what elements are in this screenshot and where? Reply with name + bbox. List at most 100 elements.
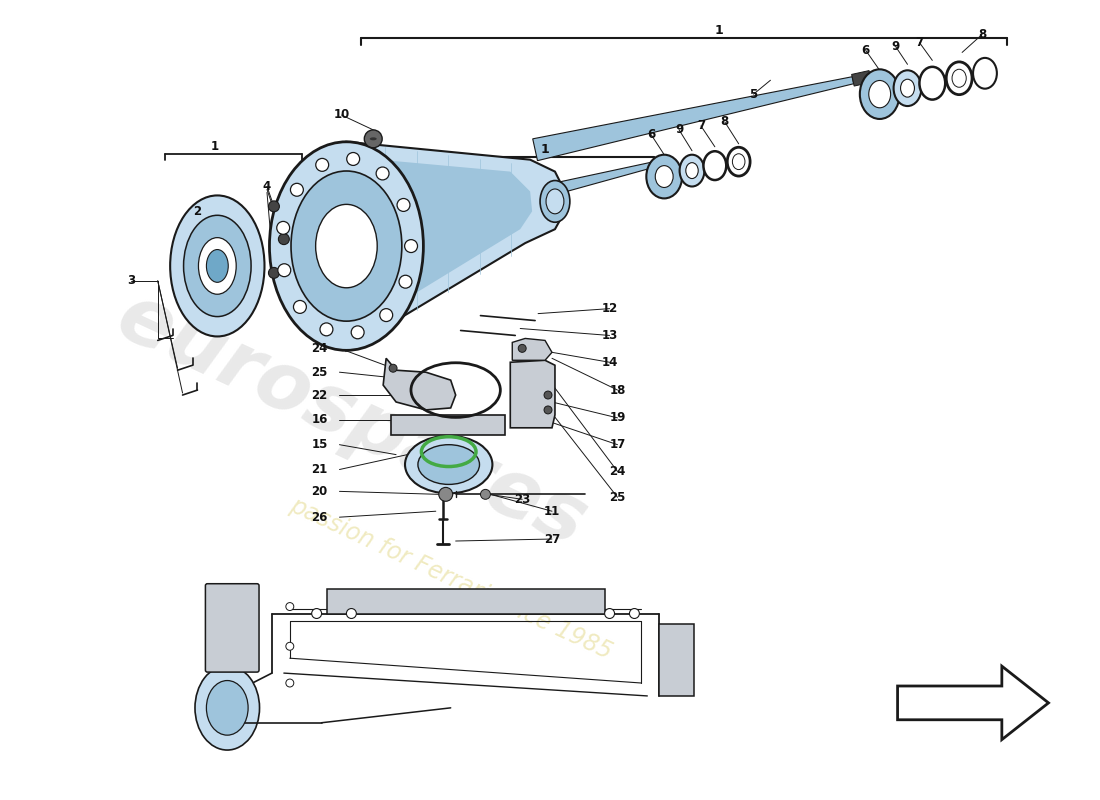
Polygon shape — [898, 666, 1048, 740]
Circle shape — [311, 609, 321, 618]
Text: 10: 10 — [333, 109, 350, 122]
Circle shape — [397, 198, 410, 211]
Polygon shape — [494, 161, 658, 210]
Circle shape — [286, 602, 294, 610]
Text: 24: 24 — [609, 465, 626, 478]
Ellipse shape — [195, 666, 260, 750]
Text: 1: 1 — [210, 140, 219, 154]
Text: 24: 24 — [311, 342, 328, 355]
Text: 27: 27 — [543, 533, 560, 546]
Ellipse shape — [860, 70, 900, 119]
Text: 11: 11 — [543, 505, 560, 518]
Circle shape — [290, 183, 304, 196]
Text: 14: 14 — [602, 356, 618, 369]
Ellipse shape — [170, 195, 264, 337]
Circle shape — [346, 609, 356, 618]
Circle shape — [286, 679, 294, 687]
Text: 26: 26 — [311, 510, 328, 524]
Text: 4: 4 — [263, 180, 271, 193]
Ellipse shape — [418, 445, 480, 485]
Polygon shape — [346, 157, 532, 335]
Circle shape — [268, 201, 279, 212]
Circle shape — [277, 222, 289, 234]
Text: 8: 8 — [720, 115, 729, 129]
Circle shape — [399, 275, 411, 288]
Text: 19: 19 — [609, 411, 626, 424]
Circle shape — [268, 267, 279, 278]
Ellipse shape — [647, 154, 682, 198]
Circle shape — [389, 364, 397, 372]
Text: 9: 9 — [891, 40, 900, 53]
Text: 12: 12 — [602, 302, 618, 315]
Circle shape — [405, 240, 418, 253]
Ellipse shape — [680, 154, 704, 186]
Ellipse shape — [540, 181, 570, 222]
Circle shape — [364, 130, 382, 148]
Circle shape — [518, 344, 526, 352]
Circle shape — [605, 609, 615, 618]
Text: 7: 7 — [697, 119, 705, 133]
Circle shape — [320, 323, 333, 336]
Text: eurospares: eurospares — [104, 277, 598, 562]
Polygon shape — [851, 70, 871, 86]
Text: 2: 2 — [194, 205, 201, 218]
Text: 16: 16 — [311, 414, 328, 426]
Polygon shape — [392, 415, 505, 434]
FancyBboxPatch shape — [659, 625, 694, 696]
Ellipse shape — [703, 151, 726, 180]
Ellipse shape — [869, 81, 891, 108]
Ellipse shape — [685, 162, 698, 178]
Polygon shape — [532, 77, 854, 161]
Text: 6: 6 — [861, 44, 870, 57]
Circle shape — [544, 406, 552, 414]
Ellipse shape — [733, 154, 745, 170]
Polygon shape — [510, 360, 556, 428]
FancyBboxPatch shape — [206, 584, 258, 672]
Circle shape — [278, 234, 289, 245]
Ellipse shape — [292, 171, 402, 321]
Circle shape — [286, 642, 294, 650]
Ellipse shape — [184, 215, 251, 317]
Circle shape — [278, 264, 290, 277]
Polygon shape — [383, 358, 455, 410]
Circle shape — [481, 490, 491, 499]
Text: 9: 9 — [675, 123, 683, 136]
Ellipse shape — [370, 138, 376, 140]
Circle shape — [351, 326, 364, 338]
Ellipse shape — [207, 681, 249, 735]
Ellipse shape — [920, 67, 945, 100]
Text: 22: 22 — [311, 389, 328, 402]
Ellipse shape — [270, 142, 424, 350]
Text: 8: 8 — [978, 28, 986, 41]
Text: 23: 23 — [514, 493, 530, 506]
Text: 25: 25 — [609, 491, 626, 504]
Ellipse shape — [656, 166, 673, 187]
Circle shape — [629, 609, 639, 618]
Text: 13: 13 — [602, 329, 618, 342]
Ellipse shape — [198, 238, 236, 294]
Text: 21: 21 — [311, 463, 328, 476]
Text: 5: 5 — [749, 88, 758, 101]
Polygon shape — [656, 155, 672, 169]
Text: 18: 18 — [609, 383, 626, 397]
Polygon shape — [327, 589, 605, 614]
Text: 3: 3 — [126, 274, 135, 287]
Ellipse shape — [405, 436, 493, 494]
Ellipse shape — [207, 250, 229, 282]
Text: 15: 15 — [311, 438, 328, 451]
Ellipse shape — [893, 70, 922, 106]
Text: 20: 20 — [311, 485, 328, 498]
Text: 6: 6 — [647, 128, 656, 142]
Text: 17: 17 — [609, 438, 626, 451]
Text: 1: 1 — [541, 143, 549, 156]
Circle shape — [439, 487, 453, 502]
Circle shape — [544, 391, 552, 399]
Text: 7: 7 — [915, 36, 924, 49]
Ellipse shape — [316, 204, 377, 288]
Circle shape — [376, 167, 389, 180]
Text: passion for Ferrari since 1985: passion for Ferrari since 1985 — [286, 494, 616, 664]
Polygon shape — [513, 338, 552, 360]
Ellipse shape — [901, 79, 914, 97]
Circle shape — [379, 309, 393, 322]
Ellipse shape — [546, 189, 564, 214]
